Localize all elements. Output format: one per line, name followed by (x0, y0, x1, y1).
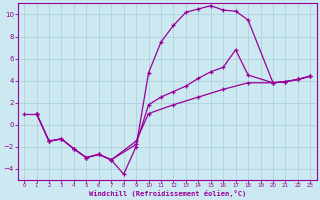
X-axis label: Windchill (Refroidissement éolien,°C): Windchill (Refroidissement éolien,°C) (89, 190, 246, 197)
